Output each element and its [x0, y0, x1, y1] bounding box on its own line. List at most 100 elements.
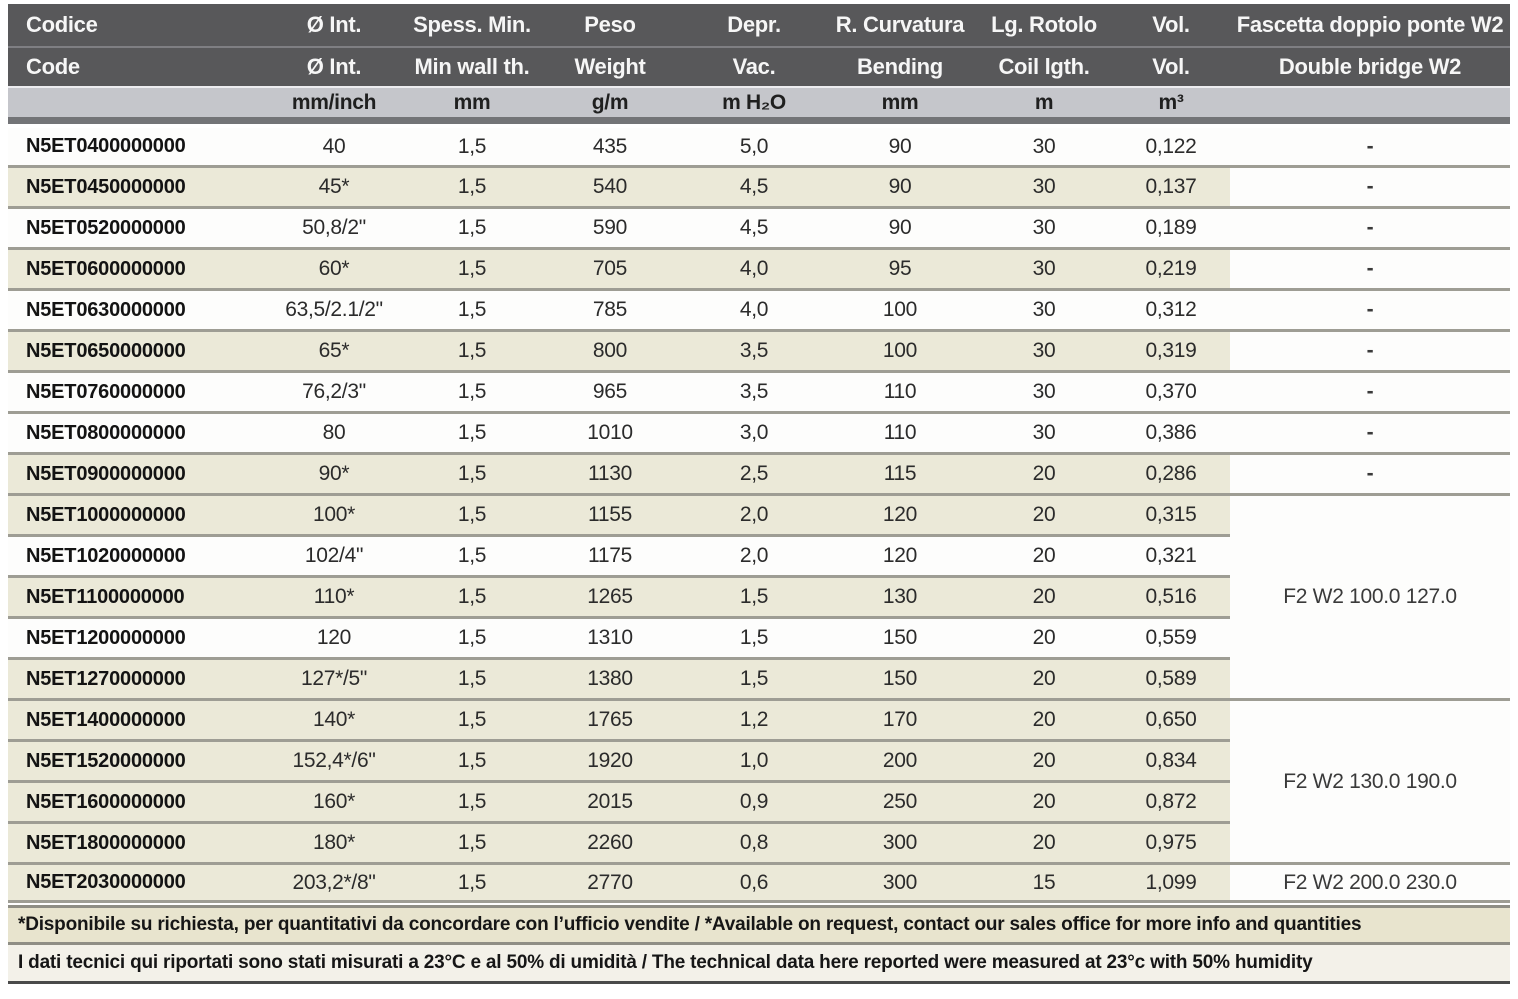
table-body: N5ET0400000000 40 1,5 435 5,0 90 30 0,122- N5ET0…: [8, 124, 1510, 903]
bridge-clamp-cell: -: [1230, 411, 1510, 452]
bending-cell: 110: [824, 370, 976, 411]
bridge-clamp-cell: -: [1230, 329, 1510, 370]
coil-length-cell: 30: [976, 206, 1112, 247]
vacuum-cell: 2,0: [684, 493, 824, 534]
table-row: N5ET1520000000 152,4*/6" 1,5 1920 1,0 200 20 0,…: [8, 739, 1510, 780]
bending-cell: 90: [824, 206, 976, 247]
code-cell: N5ET1400000000: [8, 698, 260, 739]
diameter-cell: 60*: [260, 247, 408, 288]
vacuum-cell: 1,0: [684, 739, 824, 780]
volume-cell: 0,321: [1112, 534, 1230, 575]
header-cell-depressione: Depr.: [684, 4, 824, 46]
table-row: N5ET1400000000 140* 1,5 1765 1,2 170 20 0,650 F2…: [8, 698, 1510, 862]
table-row: N5ET0650000000 65* 1,5 800 3,5 100 30 0,319-: [8, 329, 1510, 370]
min-wall-cell: 1,5: [408, 124, 536, 165]
header-cell-rotolo: Lg. Rotolo: [976, 4, 1112, 46]
header-cell-double-bridge: Double bridge W2: [1230, 46, 1510, 86]
coil-length-cell: 20: [976, 739, 1112, 780]
bending-cell: 90: [824, 165, 976, 206]
min-wall-cell: 1,5: [408, 575, 536, 616]
bridge-clamp-cell: F2 W2 130.0 190.0: [1230, 698, 1510, 862]
bending-cell: 250: [824, 780, 976, 821]
volume-cell: 0,286: [1112, 452, 1230, 493]
coil-length-cell: 20: [976, 657, 1112, 698]
table-row: N5ET1600000000 160* 1,5 2015 0,9 250 20 0,872: [8, 780, 1510, 821]
coil-length-cell: 20: [976, 575, 1112, 616]
weight-cell: 540: [536, 165, 684, 206]
vacuum-cell: 3,0: [684, 411, 824, 452]
footnote-measurement: I dati tecnici qui riportati sono stati …: [8, 945, 1510, 984]
unit-cell-mh2o: m H₂O: [684, 86, 824, 124]
code-cell: N5ET0760000000: [8, 370, 260, 411]
diameter-cell: 180*: [260, 821, 408, 862]
volume-cell: 0,370: [1112, 370, 1230, 411]
weight-cell: 2770: [536, 862, 684, 903]
volume-cell: 0,975: [1112, 821, 1230, 862]
coil-length-cell: 20: [976, 534, 1112, 575]
bending-cell: 95: [824, 247, 976, 288]
header-row-english: Code Ø Int. Min wall th. Weight Vac. Ben…: [8, 46, 1510, 86]
weight-cell: 1765: [536, 698, 684, 739]
bending-cell: 150: [824, 657, 976, 698]
code-cell: N5ET0650000000: [8, 329, 260, 370]
volume-cell: 0,872: [1112, 780, 1230, 821]
volume-cell: 1,099: [1112, 862, 1230, 903]
table-row: N5ET0400000000 40 1,5 435 5,0 90 30 0,122-: [8, 124, 1510, 165]
header-cell-diametro: Ø Int.: [260, 4, 408, 46]
unit-cell-mm-inch: mm/inch: [260, 86, 408, 124]
code-cell: N5ET1520000000: [8, 739, 260, 780]
code-cell: N5ET2030000000: [8, 862, 260, 903]
vacuum-cell: 2,0: [684, 534, 824, 575]
coil-length-cell: 30: [976, 411, 1112, 452]
vacuum-cell: 4,0: [684, 247, 824, 288]
min-wall-cell: 1,5: [408, 616, 536, 657]
table-row: N5ET0520000000 50,8/2" 1,5 590 4,5 90 30 0,189-: [8, 206, 1510, 247]
footnote-measurement-text: I dati tecnici qui riportati sono stati …: [18, 952, 1313, 973]
vacuum-cell: 4,5: [684, 206, 824, 247]
min-wall-cell: 1,5: [408, 739, 536, 780]
code-cell: N5ET1000000000: [8, 493, 260, 534]
diameter-cell: 120: [260, 616, 408, 657]
vacuum-cell: 3,5: [684, 329, 824, 370]
header-cell-code: Code: [8, 46, 260, 86]
table-row: N5ET1100000000 110* 1,5 1265 1,5 130 20 0,516: [8, 575, 1510, 616]
bending-cell: 100: [824, 329, 976, 370]
bridge-clamp-cell: -: [1230, 124, 1510, 165]
weight-cell: 1155: [536, 493, 684, 534]
code-cell: N5ET0520000000: [8, 206, 260, 247]
min-wall-cell: 1,5: [408, 780, 536, 821]
header-cell-weight: Weight: [536, 46, 684, 86]
vacuum-cell: 1,2: [684, 698, 824, 739]
min-wall-cell: 1,5: [408, 657, 536, 698]
weight-cell: 965: [536, 370, 684, 411]
diameter-cell: 110*: [260, 575, 408, 616]
volume-cell: 0,315: [1112, 493, 1230, 534]
footnote-availability-text: *Disponibile su richiesta, per quantitat…: [18, 914, 1362, 935]
table-row: N5ET1200000000 120 1,5 1310 1,5 150 20 0,559: [8, 616, 1510, 657]
table-row: N5ET1020000000 102/4" 1,5 1175 2,0 120 20 0,321: [8, 534, 1510, 575]
diameter-cell: 40: [260, 124, 408, 165]
product-spec-table: Codice Ø Int. Spess. Min. Peso Depr. R. …: [8, 4, 1510, 903]
coil-length-cell: 20: [976, 452, 1112, 493]
unit-cell-gm: g/m: [536, 86, 684, 124]
diameter-cell: 63,5/2.1/2": [260, 288, 408, 329]
code-cell: N5ET1200000000: [8, 616, 260, 657]
volume-cell: 0,559: [1112, 616, 1230, 657]
code-cell: N5ET0900000000: [8, 452, 260, 493]
header-cell-volume: Vol.: [1112, 4, 1230, 46]
code-cell: N5ET0630000000: [8, 288, 260, 329]
coil-length-cell: 20: [976, 821, 1112, 862]
bending-cell: 130: [824, 575, 976, 616]
weight-cell: 435: [536, 124, 684, 165]
diameter-cell: 76,2/3": [260, 370, 408, 411]
table-row: N5ET0760000000 76,2/3" 1,5 965 3,5 110 30 0,370…: [8, 370, 1510, 411]
bending-cell: 115: [824, 452, 976, 493]
diameter-cell: 50,8/2": [260, 206, 408, 247]
vacuum-cell: 0,6: [684, 862, 824, 903]
volume-cell: 0,650: [1112, 698, 1230, 739]
bending-cell: 110: [824, 411, 976, 452]
code-cell: N5ET0450000000: [8, 165, 260, 206]
weight-cell: 2260: [536, 821, 684, 862]
bridge-clamp-cell: F2 W2 100.0 127.0: [1230, 493, 1510, 698]
